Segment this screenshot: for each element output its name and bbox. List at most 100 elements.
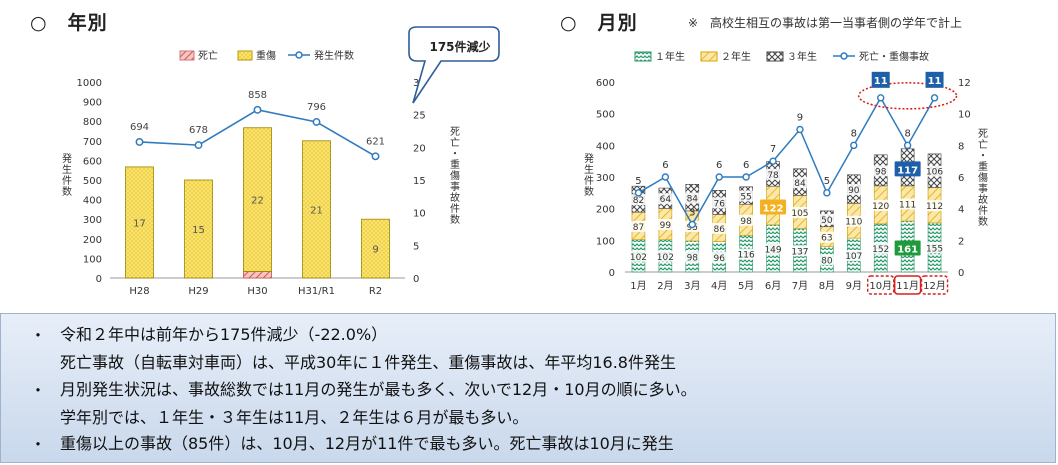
bar-serious-label: 21 (310, 205, 323, 216)
bar-grade3-label-bg (630, 194, 647, 206)
peak-highlight-ellipse (857, 82, 958, 110)
y2-axis-title-char: 事 (450, 180, 460, 193)
y-tick-label: 0 (609, 268, 615, 279)
monthly-chart: １年生 ２年生 ３年生 死亡・重傷事故010020030040050060002468… (584, 50, 988, 295)
line-point (715, 173, 723, 181)
line-point (661, 173, 670, 181)
line-point (877, 94, 885, 102)
line-point (769, 157, 777, 165)
summary-line-1: 令和２年中は前年から175件減少（-22.0%） (60, 325, 388, 344)
line-point-label-highlight (871, 71, 890, 88)
bar-grade3-label-bg (657, 193, 674, 205)
x-tick-label: 10月 (869, 280, 892, 292)
x-tick-label: 2月 (657, 280, 673, 292)
line-point-label-highlight (925, 71, 944, 88)
y2-axis-title-char: 件 (450, 203, 460, 215)
bar-grade2-label-bg (899, 198, 916, 210)
bar-grade2-label: 120 (872, 202, 889, 212)
y2-axis-title-char: 傷 (450, 169, 460, 182)
y-tick-label: 500 (83, 176, 102, 187)
legend-grade1-swatch (634, 51, 652, 62)
legend-grade3-swatch (766, 51, 784, 62)
x-tick-label: 11月 (896, 280, 919, 292)
y2-tick-label: 4 (958, 205, 964, 216)
y-tick-label: 900 (83, 98, 102, 109)
bar-grade1-label: 155 (926, 244, 943, 254)
x-tick-label: 8月 (819, 280, 835, 292)
y2-tick-label: 10 (413, 209, 426, 220)
bar-grade1-label: 107 (845, 252, 862, 262)
bar-grade1-label-bg (684, 251, 701, 263)
bar-serious-label: 17 (133, 218, 146, 229)
y-axis-title-char: 発 (584, 152, 594, 165)
bullet-1: ・ (30, 326, 47, 345)
bar-grade1-label-bg (872, 242, 889, 254)
y2-axis-title-char: 故 (450, 191, 460, 204)
bar-grade3-label-bg (738, 190, 755, 202)
line-point (823, 189, 831, 197)
annual-title: ○ 年別 (30, 12, 108, 34)
bar-grade1-label-highlight (894, 240, 921, 256)
line-point-label: 9 (797, 113, 803, 124)
bar-grade3-label: 98 (875, 167, 887, 177)
bar-grade3-label: 106 (926, 168, 943, 178)
line-point (688, 220, 696, 229)
legend-line-marker (840, 52, 848, 60)
y-tick-label: 600 (596, 78, 615, 89)
legend-line-marker (295, 51, 303, 59)
bar-grade3-label: 84 (687, 195, 699, 205)
line-point-label: 7 (770, 144, 776, 155)
y2-axis-title-char: 亡 (978, 138, 988, 151)
y-tick-label: 1000 (77, 78, 102, 89)
y2-axis-title-char: ・ (450, 149, 460, 160)
y2-axis-title-char: 死 (450, 127, 460, 138)
y-tick-label: 700 (83, 137, 102, 148)
line-point-label: 5 (635, 176, 641, 187)
y2-axis-title-char: ・ (978, 151, 988, 162)
bar-grade3-label-bg (684, 192, 701, 204)
y2-axis-title-char: 死 (978, 129, 988, 140)
bar-grade1-label-bg (711, 251, 728, 263)
summary-box (0, 313, 1056, 463)
x-tick-label: 12月 (923, 280, 946, 292)
line-point-label: 858 (248, 90, 267, 101)
y2-axis-title-char: 事 (978, 182, 988, 195)
x-tick-label: 6月 (765, 280, 781, 292)
y2-axis-title-char: 重 (450, 158, 460, 171)
bar-grade2-label: 98 (740, 217, 752, 227)
line-point-label: 694 (130, 122, 149, 133)
legend-grade2-label: ２年生 (721, 50, 751, 63)
bar-grade2-label: 110 (845, 218, 862, 228)
monthly-title: ○ 月別 (560, 12, 638, 34)
annual-chart: 死亡 重傷 発生件数01002003004005006007008009001000… (62, 49, 460, 297)
y2-tick-label: 6 (958, 173, 964, 184)
y-tick-label: 500 (596, 110, 615, 121)
y-tick-label: 600 (83, 156, 102, 167)
x-tick-label: 5月 (738, 280, 754, 292)
bar-grade1-label: 161 (897, 245, 918, 256)
bar-death (243, 271, 272, 279)
bar-grade2-label-bg (926, 200, 943, 212)
line-point-label: 8 (904, 128, 910, 139)
bar-grade3-label-bg (711, 197, 728, 209)
legend-line-label: 発生件数 (314, 49, 354, 62)
y-axis-title-char: 件 (584, 175, 594, 187)
bar-grade1-label: 96 (713, 254, 725, 264)
month-highlight-dashed (867, 275, 895, 295)
bar-grade2-label-bg (711, 222, 728, 234)
bar-grade2-label-bg (630, 220, 647, 232)
bar-grade2-label: 99 (660, 221, 672, 231)
y-tick-label: 200 (83, 235, 102, 246)
legend-death-swatch (179, 50, 195, 61)
callout-bubble (408, 26, 500, 104)
bar-grade1-label: 152 (872, 245, 889, 255)
y-axis-title: 発生件数 (62, 152, 72, 198)
y2-tick-label: 0 (413, 274, 419, 285)
bar-serious (243, 127, 272, 272)
y2-tick-label: 0 (958, 268, 964, 279)
y-axis-title-char: 生 (62, 163, 72, 176)
bar-grade1-label: 137 (791, 247, 808, 257)
y-tick-label: 100 (596, 236, 615, 247)
